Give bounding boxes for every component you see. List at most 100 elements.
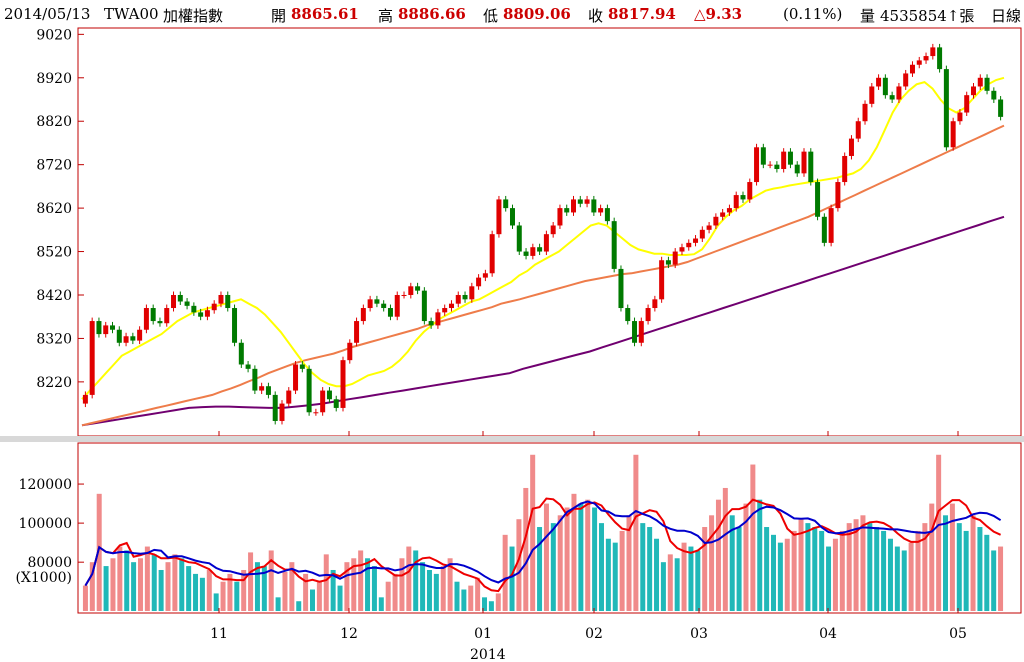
month-tick-label: 11	[210, 626, 228, 642]
volume-bar	[798, 519, 804, 611]
volume-bar	[667, 554, 673, 611]
volume-bar	[674, 558, 680, 611]
volume-bar	[282, 571, 288, 611]
candle-body	[265, 386, 271, 395]
candle-body	[557, 208, 563, 226]
volume-bar	[832, 538, 838, 611]
price-ytick-label: 8320	[36, 331, 72, 347]
candle-body	[632, 321, 638, 343]
close-label: 收	[588, 7, 604, 25]
candle-body	[347, 342, 353, 361]
candle-body	[564, 208, 570, 213]
candle-body	[462, 294, 468, 300]
candle-body	[577, 199, 583, 204]
volume-bar	[592, 507, 598, 611]
volume-bar	[929, 503, 935, 611]
candle-body	[679, 247, 685, 252]
candle-body	[760, 147, 766, 165]
volume-bar	[89, 562, 95, 611]
volume-bar	[956, 523, 962, 611]
volume-bar	[248, 552, 254, 611]
candle-body	[794, 164, 800, 174]
month-tick-label: 04	[819, 626, 837, 642]
volume-bar	[337, 585, 343, 611]
open-label: 開	[271, 7, 287, 25]
volume-bar	[578, 503, 584, 611]
volume-bar	[96, 493, 102, 611]
candle-body	[340, 360, 346, 408]
candle-body	[130, 336, 136, 341]
price-panel-frame	[77, 27, 1022, 437]
candle-body	[123, 336, 129, 343]
candle-body	[876, 77, 882, 87]
candle-body	[326, 390, 332, 400]
candle-body	[977, 77, 983, 87]
volume-bar	[901, 550, 907, 611]
volume-bar	[440, 566, 446, 611]
candle-body	[198, 312, 204, 317]
candle-body	[611, 221, 617, 269]
volume-bar	[784, 538, 790, 611]
volume-bar	[385, 581, 391, 611]
candle-body	[354, 321, 360, 343]
volume-bar	[764, 527, 770, 611]
candle-body	[381, 303, 387, 309]
volume-bar	[936, 454, 942, 611]
volume-bar	[227, 573, 233, 611]
candle-body	[740, 195, 746, 200]
volume-bar	[826, 546, 832, 611]
volume-bar	[454, 581, 460, 611]
quote-header: 2014/05/13 TWA00 加權指數 開 8865.61 高 8886.6…	[0, 0, 1024, 28]
volume-bar	[433, 573, 439, 611]
volume-bar	[881, 530, 887, 611]
volume-bar	[254, 562, 260, 611]
volume-bar	[330, 569, 336, 611]
candle-body	[747, 182, 753, 200]
volume-bar	[144, 546, 150, 611]
volume-bar	[475, 577, 481, 611]
candle-body	[476, 277, 482, 287]
candle-body	[781, 151, 787, 170]
candle-body	[970, 86, 976, 96]
volume-bar	[557, 515, 563, 611]
candle-body	[110, 325, 116, 330]
volume-bar	[970, 515, 976, 611]
volume-bar	[605, 538, 611, 611]
price-ytick-label: 8420	[36, 288, 72, 304]
price-ytick-label: 8920	[36, 71, 72, 87]
volume-bar	[571, 493, 577, 611]
candle-body	[706, 225, 712, 230]
volume-bar	[186, 566, 192, 611]
candle-body	[889, 95, 895, 100]
volume-bar	[495, 593, 501, 611]
volume-bar	[103, 566, 109, 611]
volume-bar	[922, 523, 928, 611]
candle-body	[523, 251, 529, 256]
volume-bar	[543, 503, 549, 611]
ma-long-line	[81, 215, 1005, 427]
volume-bar	[289, 562, 295, 611]
candle-body	[991, 90, 997, 100]
candle-body	[930, 47, 936, 57]
volume-bar	[268, 550, 274, 611]
volume-bar	[358, 550, 364, 611]
candle-body	[245, 364, 251, 369]
volume-bar	[371, 566, 377, 611]
candle-body	[896, 86, 902, 100]
volume-bar	[172, 554, 178, 611]
candle-body	[787, 151, 793, 165]
volume-bar	[523, 487, 529, 611]
candle-body	[306, 368, 312, 413]
volume-bar	[984, 534, 990, 611]
candle-body	[964, 95, 970, 113]
month-tick-label: 02	[585, 626, 603, 642]
candle-body	[232, 308, 238, 343]
candle-body	[442, 308, 448, 313]
candle-body	[279, 403, 285, 421]
candle-body	[116, 329, 122, 343]
volume-bar	[640, 523, 646, 611]
candle-body	[882, 77, 888, 96]
open-value: 8865.61	[291, 5, 359, 23]
volume-bar	[502, 534, 508, 611]
volume-bar	[598, 523, 604, 611]
